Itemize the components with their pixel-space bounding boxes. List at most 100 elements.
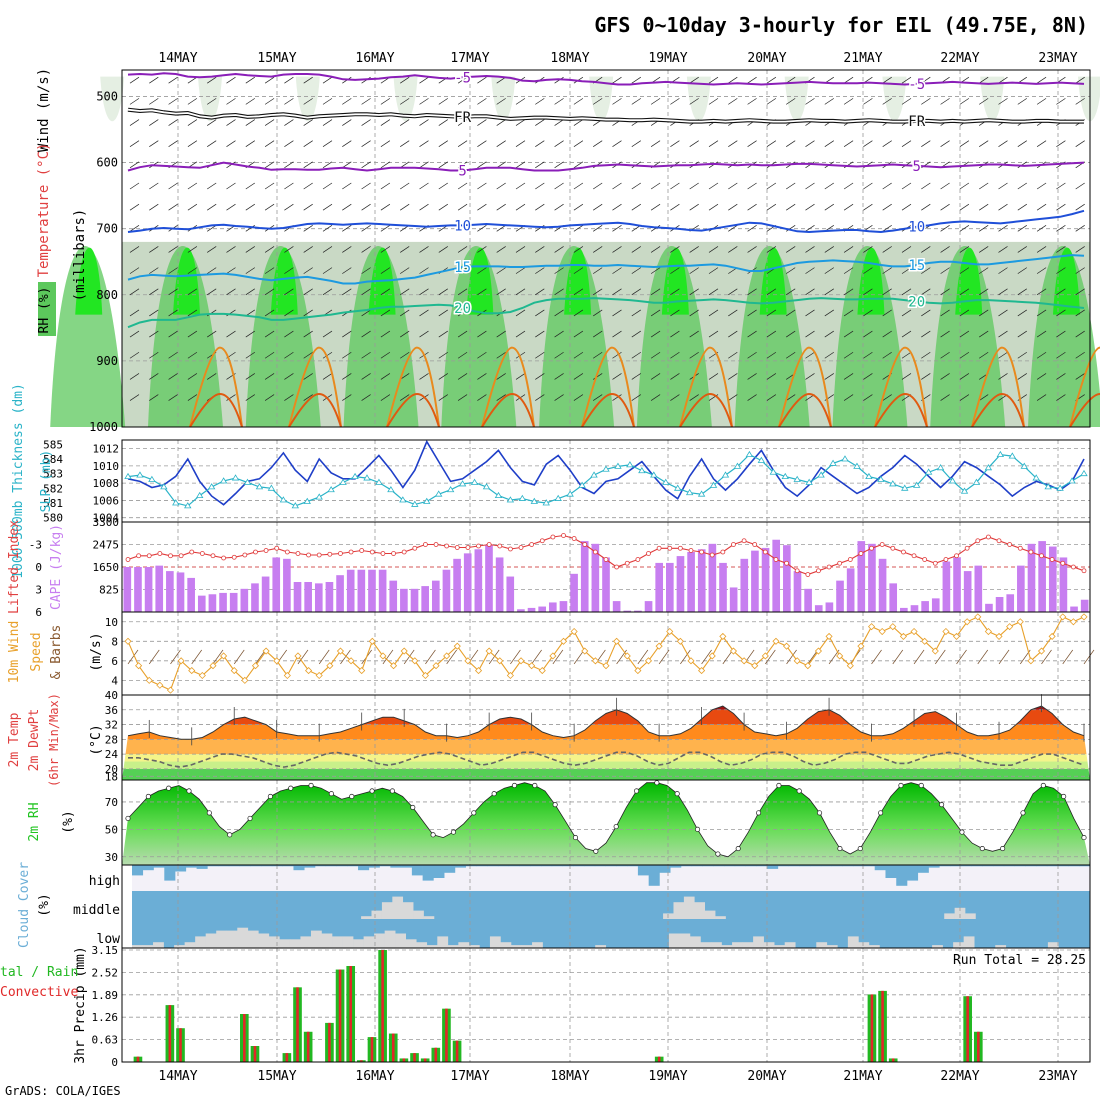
wind-barb <box>303 330 313 338</box>
wind-barb <box>496 203 506 211</box>
wind-axis-label-1: 10m Wind <box>7 621 22 684</box>
rh-point <box>979 845 985 852</box>
wind-barb <box>438 309 448 317</box>
wind-barb <box>284 140 294 147</box>
cape-bar <box>293 582 302 612</box>
li-point <box>794 568 800 574</box>
wind-barb <box>515 161 526 169</box>
cloud-gap-bar <box>268 936 280 948</box>
cloud-gap-bar <box>392 896 404 919</box>
date-label-bottom: 23MAY <box>1038 1069 1077 1084</box>
wind-barb <box>805 288 815 296</box>
wind-barb <box>380 351 391 359</box>
rh-point <box>288 785 294 791</box>
cloud-high-bar <box>250 865 262 867</box>
wind-barb <box>650 140 661 147</box>
wind-barb <box>554 203 564 211</box>
wind-barb <box>477 267 487 274</box>
wind-barb <box>245 267 255 274</box>
isotherm-label: 10 <box>454 218 471 234</box>
thickness-point <box>387 486 395 493</box>
wind-speed-point <box>814 647 823 655</box>
wind-barb <box>477 330 487 338</box>
wind10m-panel: 4 6 8 10 10m Wind Speed & Barbs (m/s) <box>7 611 1095 696</box>
cloud-high-bar <box>1068 865 1080 867</box>
temp-bands <box>122 706 1090 780</box>
wind-speed-point <box>846 662 854 670</box>
wind-barb <box>786 330 796 338</box>
cape-bar <box>729 587 738 612</box>
wind-speed-point <box>857 642 865 650</box>
wind-barb <box>515 119 526 126</box>
wind-barb <box>824 246 834 253</box>
cape-bar <box>910 605 919 612</box>
isotherm-freezing-inner <box>127 108 1084 123</box>
thickness-point <box>291 502 300 509</box>
wind-barb <box>901 182 912 190</box>
wind-barb <box>1056 267 1066 274</box>
wind-barb <box>921 76 931 84</box>
wind-barb <box>149 288 159 296</box>
wind-barb <box>573 203 584 211</box>
wind-barb <box>245 119 255 126</box>
wind-barb <box>921 309 931 317</box>
wind-barb <box>535 288 545 296</box>
rh-band-wet <box>832 245 908 427</box>
wind-barb <box>882 309 892 317</box>
thickness-point <box>972 478 981 485</box>
thickness-point <box>303 497 311 504</box>
wind-barb <box>1036 140 1047 147</box>
wind-barb <box>510 649 521 665</box>
cloud-gap-bar <box>532 942 543 948</box>
wind-barb <box>361 140 371 147</box>
cloud-high-bar <box>820 865 832 867</box>
wind-barb <box>998 246 1008 253</box>
wind-barb <box>149 394 159 401</box>
wind-barb <box>554 119 564 126</box>
wind-barb <box>400 330 410 338</box>
cape-bar <box>580 541 589 612</box>
wind-barb <box>438 203 448 211</box>
wind-barb <box>863 309 873 317</box>
thickness-point <box>482 483 491 490</box>
wind-barb <box>149 76 159 84</box>
cape-bar <box>431 580 440 612</box>
wind-barb <box>689 76 699 84</box>
wind-barb <box>650 182 661 190</box>
wind-barb <box>318 649 330 665</box>
wind-barb <box>284 267 294 274</box>
cloud-high-bar <box>325 865 337 867</box>
li-point <box>423 542 428 547</box>
wind-barb <box>226 119 236 126</box>
wind-barb <box>786 203 796 211</box>
wind-barb <box>708 288 719 296</box>
bottom-date-axis: 14MAY 15MAY 16MAY 17MAY 18MAY 19MAY 20MAY 21MAY… <box>158 1069 1077 1084</box>
cape-bar <box>697 549 706 612</box>
li-point <box>380 551 386 556</box>
cloud-gap-bar <box>965 913 976 919</box>
rh-point <box>145 793 151 800</box>
wind-barb <box>805 309 815 317</box>
wind-barb <box>419 373 429 380</box>
wind-barb <box>901 267 912 274</box>
cape-bar <box>314 583 323 612</box>
cape-bar <box>995 597 1004 612</box>
cloud-gap-bar <box>694 902 706 919</box>
wind-barb <box>766 288 777 296</box>
wind-speed-point <box>294 652 302 660</box>
li-point <box>805 572 811 577</box>
thickness-point <box>267 484 276 491</box>
wind-barb <box>1075 267 1085 274</box>
wind-barb <box>303 182 313 190</box>
cloud-gap-bar <box>963 936 975 948</box>
li-point <box>1060 560 1066 566</box>
wind-speed-point <box>729 647 738 655</box>
wind-barb <box>149 351 159 359</box>
wind-speed-point <box>1016 618 1024 626</box>
wind-barb <box>593 309 603 317</box>
cloud-gap-bar <box>704 910 716 919</box>
precip-convective-bar <box>328 1022 331 1062</box>
wind-barb <box>303 98 313 105</box>
rh-point <box>694 826 701 832</box>
cloud-high-bar <box>142 865 154 871</box>
